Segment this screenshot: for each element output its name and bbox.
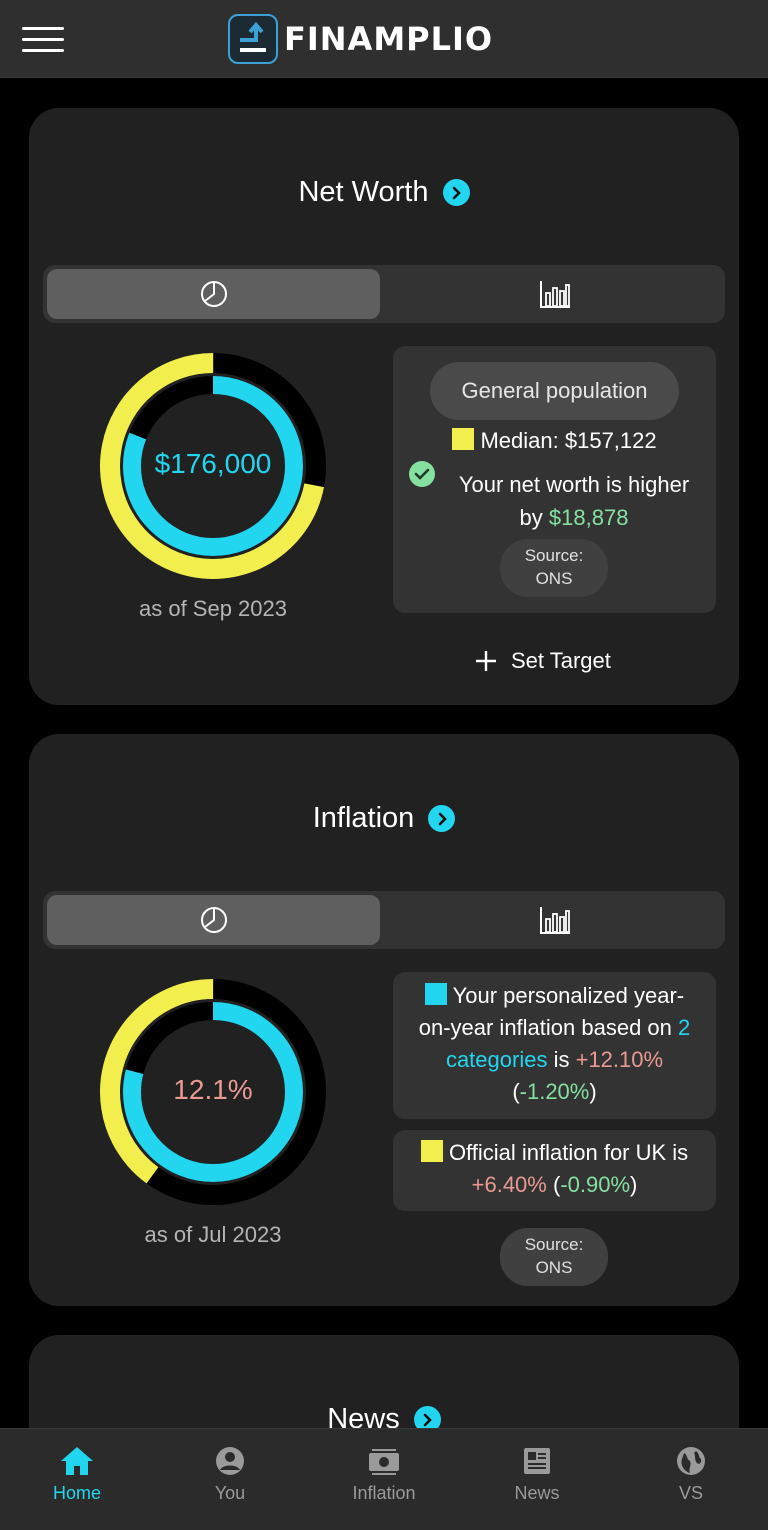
- user-ring: [123, 376, 303, 556]
- source-label: Source:: [524, 546, 584, 565]
- population-panel: General population Median: $157,122 Your…: [393, 346, 716, 613]
- view-toggle: [43, 891, 725, 949]
- comparison-by: by: [519, 505, 543, 530]
- pie-view-tab[interactable]: [47, 895, 380, 945]
- logo-icon: [228, 14, 278, 64]
- chevron-right-icon[interactable]: [428, 805, 456, 832]
- inflation-as-of: as of Jul 2023: [144, 1222, 282, 1247]
- nav-news-label: News: [514, 1483, 560, 1503]
- nav-inflation[interactable]: Inflation: [324, 1445, 444, 1504]
- inflation-card: Inflation 12.1%: [29, 734, 739, 1306]
- median-label: Median: $157,122: [480, 428, 657, 453]
- bar-chart-icon: [539, 281, 570, 308]
- nav-vs-label: VS: [678, 1483, 703, 1503]
- check-circle-icon: [408, 460, 438, 490]
- personal-inflation-panel: Your personalized year- on-year inflatio…: [393, 972, 716, 1119]
- official-inflation-panel: Official inflation for UK is +6.40% (-0.…: [393, 1130, 716, 1211]
- set-target-button[interactable]: Set Target: [475, 646, 611, 676]
- inflation-donut: 12.1%: [99, 978, 327, 1206]
- user-icon: [216, 1447, 244, 1475]
- net-worth-value: $176,000: [154, 448, 272, 479]
- nav-you[interactable]: You: [170, 1445, 290, 1504]
- view-toggle: [43, 265, 725, 323]
- pie-chart-icon: [200, 907, 227, 933]
- median-ring: [99, 353, 326, 579]
- categories-link[interactable]: categories: [445, 1047, 548, 1072]
- plus-icon: [476, 651, 496, 671]
- menu-icon-bar: [22, 38, 64, 41]
- menu-icon-bar: [22, 49, 64, 52]
- inflation-title: Inflation: [312, 802, 415, 834]
- personal-rate: +12.10%: [575, 1047, 664, 1072]
- source-badge[interactable]: Source: ONS: [500, 1228, 608, 1286]
- inflation-value: 12.1%: [173, 1074, 253, 1105]
- source-badge[interactable]: Source: ONS: [500, 539, 608, 597]
- official-text: Official inflation for UK is: [448, 1140, 689, 1165]
- bar-view-tab[interactable]: [388, 269, 721, 319]
- net-worth-header[interactable]: Net Worth: [29, 176, 739, 209]
- source-label: Source:: [524, 1235, 584, 1254]
- official-rate: +6.40%: [471, 1172, 547, 1197]
- inflation-header[interactable]: Inflation: [29, 802, 739, 835]
- globe-icon: [677, 1447, 705, 1475]
- personal-inflation-text: Your personalized year- on-year inflatio…: [399, 980, 710, 1108]
- nav-home[interactable]: Home: [17, 1445, 137, 1504]
- menu-icon-bar: [22, 27, 64, 30]
- paren-close: ): [630, 1172, 638, 1197]
- money-icon: [369, 1449, 399, 1475]
- set-target-label: Set Target: [511, 648, 611, 673]
- app-header: FINAMPLIO: [0, 0, 768, 78]
- nav-you-label: You: [214, 1483, 246, 1503]
- personal-text-1: Your personalized year-: [452, 983, 685, 1008]
- net-worth-title: Net Worth: [298, 176, 429, 208]
- source-value: ONS: [535, 569, 573, 588]
- personal-is: is: [553, 1047, 570, 1072]
- nav-home-label: Home: [52, 1483, 101, 1503]
- pie-chart-icon: [200, 281, 227, 307]
- nav-vs[interactable]: VS: [631, 1445, 751, 1504]
- net-worth-as-of: as of Sep 2023: [138, 596, 287, 621]
- app-logo: FINAMPLIO: [228, 13, 493, 65]
- chevron-right-icon[interactable]: [442, 179, 470, 206]
- official-inflation-ring: [99, 979, 326, 1205]
- yellow-legend-swatch: [452, 428, 475, 450]
- home-icon: [61, 1447, 93, 1475]
- population-pill: General population: [430, 362, 679, 420]
- nav-inflation-label: Inflation: [352, 1483, 416, 1503]
- yellow-legend-swatch: [420, 1140, 443, 1162]
- official-change: -0.90%: [560, 1172, 631, 1197]
- category-count[interactable]: 2: [678, 1015, 691, 1040]
- personal-change: -1.20%: [519, 1079, 590, 1104]
- official-inflation-text: Official inflation for UK is +6.40% (-0.…: [399, 1137, 710, 1201]
- paren-open: (: [552, 1172, 561, 1197]
- nav-news[interactable]: News: [477, 1445, 597, 1504]
- newspaper-icon: [524, 1448, 550, 1474]
- comparison-label: Your net worth is higher: [458, 472, 690, 497]
- paren-open: (: [512, 1079, 520, 1104]
- net-worth-donut: $176,000: [99, 352, 327, 580]
- personal-inflation-ring: [123, 1002, 303, 1182]
- comparison-diff: $18,878: [548, 505, 629, 530]
- bar-view-tab[interactable]: [388, 895, 721, 945]
- bottom-navigation: Home You Inflation News: [0, 1428, 768, 1530]
- cyan-legend-swatch: [424, 983, 447, 1005]
- net-worth-card: Net Worth $176,0: [29, 108, 739, 705]
- comparison-text: Your net worth is higher by $18,878: [443, 468, 705, 534]
- median-row: Median: $157,122: [393, 428, 716, 454]
- pie-view-tab[interactable]: [47, 269, 380, 319]
- bar-chart-icon: [539, 907, 570, 934]
- personal-text-2: on-year inflation based on: [418, 1015, 672, 1040]
- source-value: ONS: [535, 1258, 573, 1277]
- paren-close: ): [589, 1079, 597, 1104]
- app-name: FINAMPLIO: [284, 20, 494, 58]
- menu-button[interactable]: [22, 25, 66, 55]
